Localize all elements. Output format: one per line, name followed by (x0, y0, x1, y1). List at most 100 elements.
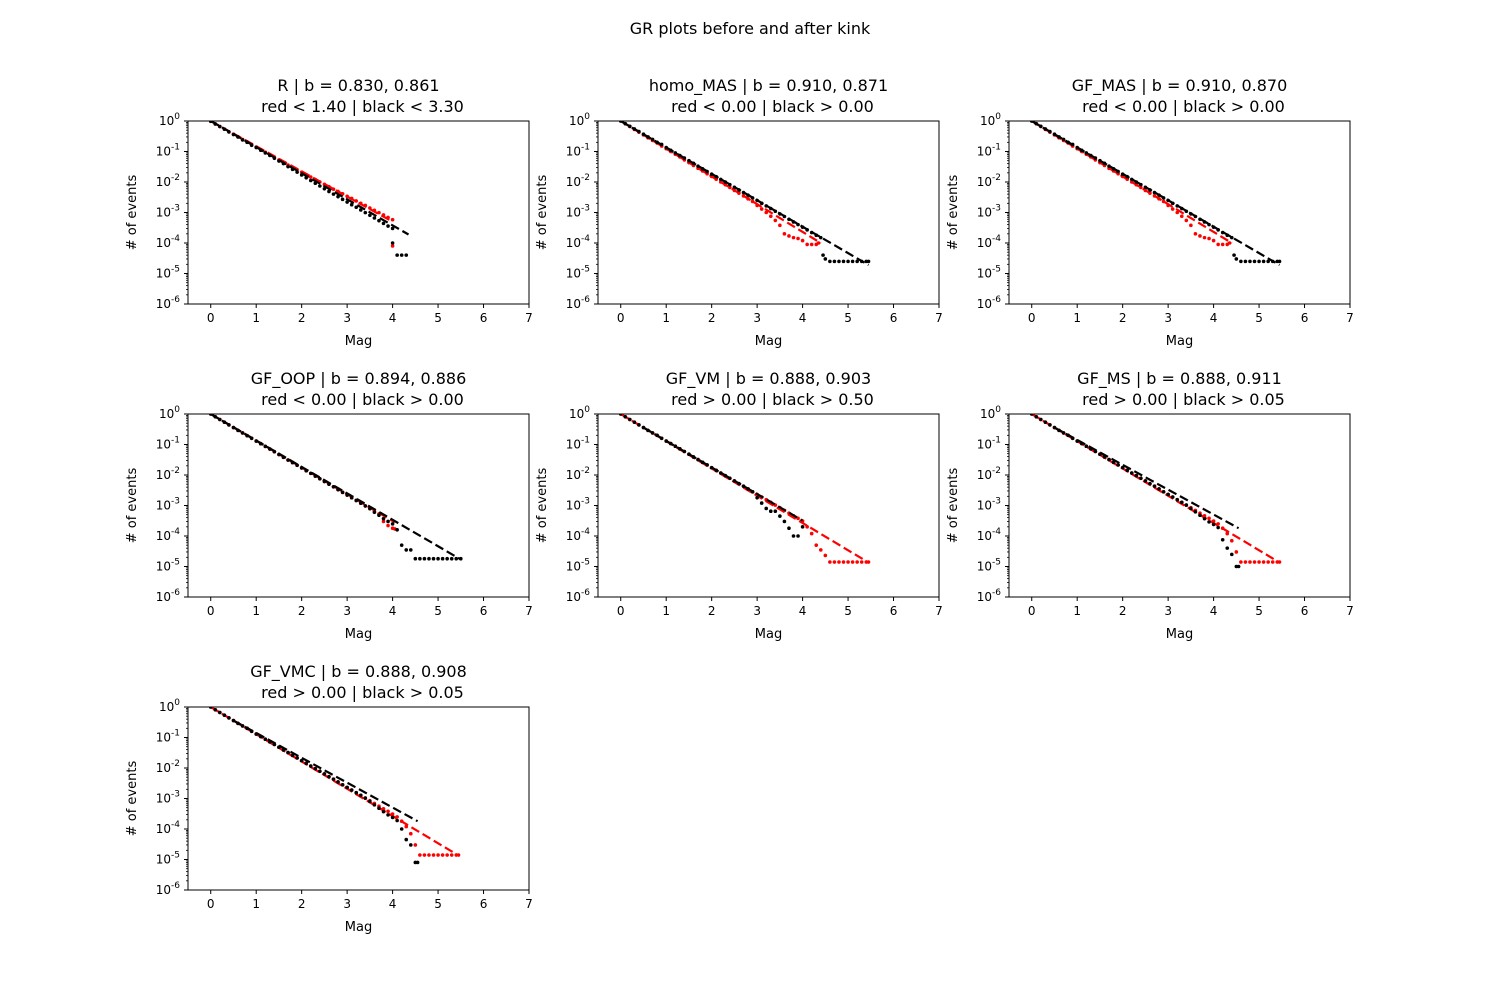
data-point-red (818, 548, 823, 552)
fit-line-black (642, 426, 804, 522)
y-tick-base: 10 (977, 468, 992, 482)
y-tick-base: 10 (566, 560, 581, 574)
data-point-black (637, 423, 641, 427)
data-point-black (1125, 468, 1130, 473)
data-point-black (399, 253, 404, 257)
data-point-black (755, 495, 759, 500)
y-tick-label: 10-4 (156, 820, 181, 836)
subplot-title: R | b = 0.830, 0.861 (277, 76, 439, 95)
data-point-black (1107, 164, 1111, 168)
data-point-black (368, 799, 372, 804)
series-black (1029, 414, 1241, 569)
data-point-black (381, 516, 386, 521)
data-point-black (696, 164, 700, 168)
data-point-black (818, 235, 823, 240)
y-tick-exponent: 0 (995, 405, 1001, 415)
y-tick-label: 10-6 (566, 588, 591, 604)
data-point-black (304, 761, 309, 766)
y-tick-base: 10 (566, 206, 581, 220)
data-point-black (1193, 510, 1198, 514)
y-tick-base: 10 (977, 499, 992, 513)
data-point-black (218, 417, 222, 422)
x-tick-label: 2 (708, 604, 716, 618)
data-point-black (1202, 516, 1207, 521)
data-point-black (349, 788, 354, 792)
data-point-red (1207, 236, 1211, 241)
plot-area (618, 414, 871, 564)
data-point-black (837, 259, 841, 264)
y-tick-label: 10-3 (156, 204, 180, 220)
data-point-black (1034, 414, 1039, 419)
data-point-black (454, 556, 459, 561)
y-tick-base: 10 (156, 590, 171, 604)
subplot-1: R | b = 0.830, 0.861 red < 1.40 | black <… (125, 76, 533, 349)
y-tick-exponent: -5 (581, 558, 590, 568)
subplot-subtitle: red < 1.40 | black < 3.30 (261, 97, 464, 116)
data-point-black (800, 525, 805, 529)
data-point-red (418, 853, 422, 857)
y-tick-exponent: -3 (581, 497, 590, 507)
data-point-black (1029, 414, 1034, 416)
subplot-title: GF_MS | b = 0.888, 0.911 (1077, 369, 1282, 389)
y-tick-label: 10-5 (566, 558, 590, 574)
data-point-black (218, 710, 222, 715)
data-point-black (846, 259, 850, 264)
x-tick-label: 5 (1255, 311, 1263, 325)
data-point-red (413, 843, 418, 847)
data-point-black (427, 556, 431, 561)
x-tick-label: 6 (1301, 311, 1309, 325)
y-tick-label: 10-4 (977, 234, 1002, 250)
y-tick-label: 10-5 (156, 851, 180, 867)
y-tick-exponent: -2 (581, 173, 590, 183)
data-point-red (390, 244, 395, 248)
data-point-black (336, 780, 340, 784)
data-point-black (1179, 500, 1184, 505)
data-point-black (308, 764, 313, 768)
y-tick-label: 10-3 (156, 790, 180, 806)
data-point-black (1229, 235, 1234, 240)
data-point-black (386, 813, 390, 817)
y-tick-label: 100 (980, 405, 1001, 421)
y-tick-base: 10 (156, 761, 171, 775)
x-tick-label: 5 (434, 897, 442, 911)
data-point-red (1248, 560, 1252, 564)
data-point-black (263, 737, 268, 741)
x-tick-label: 3 (753, 311, 761, 325)
data-point-black (413, 556, 418, 561)
data-point-black (1277, 259, 1282, 264)
data-point-red (787, 234, 791, 238)
data-point-red (782, 232, 787, 236)
y-tick-label: 10-4 (156, 234, 181, 250)
y-tick-label: 10-1 (566, 436, 590, 452)
y-tick-exponent: -6 (581, 588, 590, 598)
data-point-black (372, 216, 377, 220)
data-point-black (404, 253, 409, 257)
x-tick-label: 2 (1119, 604, 1127, 618)
y-tick-base: 10 (977, 206, 992, 220)
x-tick-label: 7 (1346, 604, 1354, 618)
y-tick-base: 10 (156, 499, 171, 513)
data-point-black (354, 790, 359, 795)
data-point-black (395, 527, 399, 532)
data-point-red (1227, 241, 1232, 245)
subplot-subtitle: red > 0.00 | black > 0.05 (261, 683, 464, 702)
x-tick-label: 6 (1301, 604, 1309, 618)
x-axis-label: Mag (345, 334, 372, 349)
data-point-black (1234, 257, 1239, 261)
y-tick-exponent: -4 (581, 234, 590, 244)
y-axis-label: # of events (535, 175, 550, 251)
data-point-black (349, 202, 354, 207)
y-tick-label: 10-4 (566, 234, 591, 250)
data-point-black (313, 766, 318, 771)
x-tick-label: 4 (1210, 604, 1218, 618)
data-point-red (846, 560, 850, 564)
data-point-black (787, 526, 791, 531)
data-point-black (850, 259, 855, 264)
data-point-black (1116, 463, 1120, 467)
data-point-black (318, 769, 322, 774)
data-point-black (436, 556, 440, 561)
data-point-black (404, 837, 409, 842)
data-point-red (764, 210, 769, 215)
fit-line-red (620, 414, 870, 564)
